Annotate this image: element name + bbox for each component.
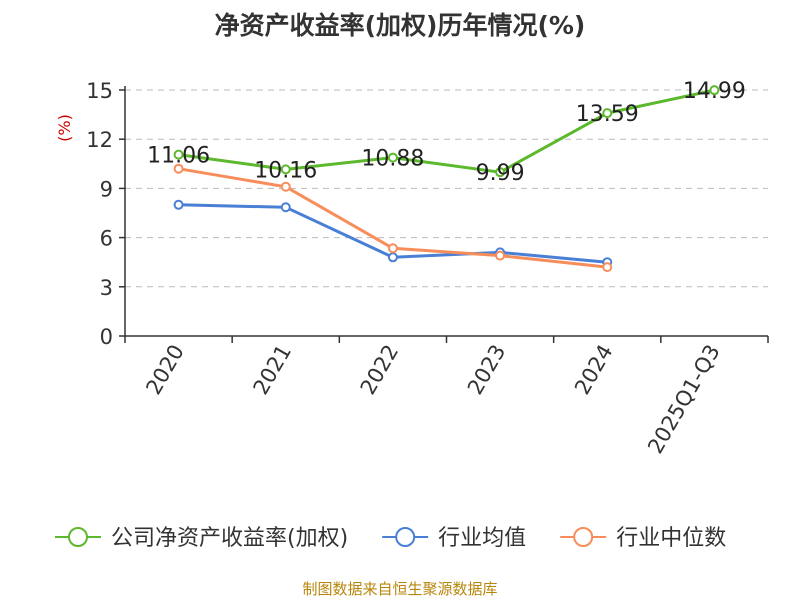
- data-label: 14.99: [683, 79, 746, 104]
- y-tick-label: 0: [100, 325, 113, 349]
- x-tick-label: 2025Q1-Q3: [643, 341, 725, 458]
- legend-label: 行业中位数: [616, 526, 726, 551]
- data-point: [280, 181, 291, 192]
- data-point: [173, 199, 184, 210]
- x-tick-label: 2021: [249, 341, 297, 399]
- data-point: [387, 243, 398, 254]
- series-line-0: [177, 88, 716, 174]
- y-tick-label: 6: [100, 227, 113, 251]
- legend-marker: [68, 527, 88, 547]
- x-tick-label: 2024: [570, 341, 618, 399]
- y-tick-label: 12: [86, 128, 113, 152]
- data-point: [173, 149, 184, 160]
- y-tick-label: 15: [86, 79, 113, 103]
- data-point: [602, 262, 613, 273]
- data-label: 10.16: [254, 158, 317, 183]
- data-point: [602, 108, 613, 119]
- label-layer: 11.06 10.16 10.88 9.99 13.59 14.99: [147, 79, 746, 186]
- data-point: [387, 252, 398, 263]
- data-point: [387, 152, 398, 163]
- data-point: [495, 167, 506, 178]
- series-layer: [173, 85, 720, 273]
- data-point: [280, 202, 291, 213]
- data-label: 9.99: [476, 161, 525, 186]
- axis-layer: 0 3 6 9 12 15 2020 2021 2022 2023 2024 2025Q1-Q3 (%): [55, 79, 769, 458]
- y-axis-label: (%): [55, 114, 74, 142]
- chart-title: 净资产收益率(加权)历年情况(%): [214, 11, 586, 40]
- data-label: 11.06: [147, 144, 210, 169]
- y-tick-label: 9: [100, 177, 113, 201]
- legend-marker: [395, 527, 416, 547]
- legend-label: 公司净资产收益率(加权): [111, 526, 348, 551]
- legend-marker: [573, 527, 594, 547]
- legend: 公司净资产收益率(加权) 行业均值 行业中位数: [55, 526, 726, 551]
- x-tick-label: 2023: [463, 341, 511, 399]
- x-tick-label: 2020: [141, 341, 189, 399]
- legend-label: 行业均值: [438, 526, 526, 551]
- data-label: 10.88: [361, 147, 424, 172]
- source-note: 制图数据来自恒生聚源数据库: [302, 580, 498, 598]
- data-point: [173, 163, 184, 174]
- y-tick-label: 3: [100, 276, 113, 300]
- data-label: 13.59: [576, 102, 639, 127]
- data-point: [709, 85, 720, 96]
- data-point: [495, 250, 506, 261]
- data-point: [280, 164, 291, 175]
- grid-layer: [125, 89, 768, 288]
- x-tick-label: 2022: [356, 341, 404, 399]
